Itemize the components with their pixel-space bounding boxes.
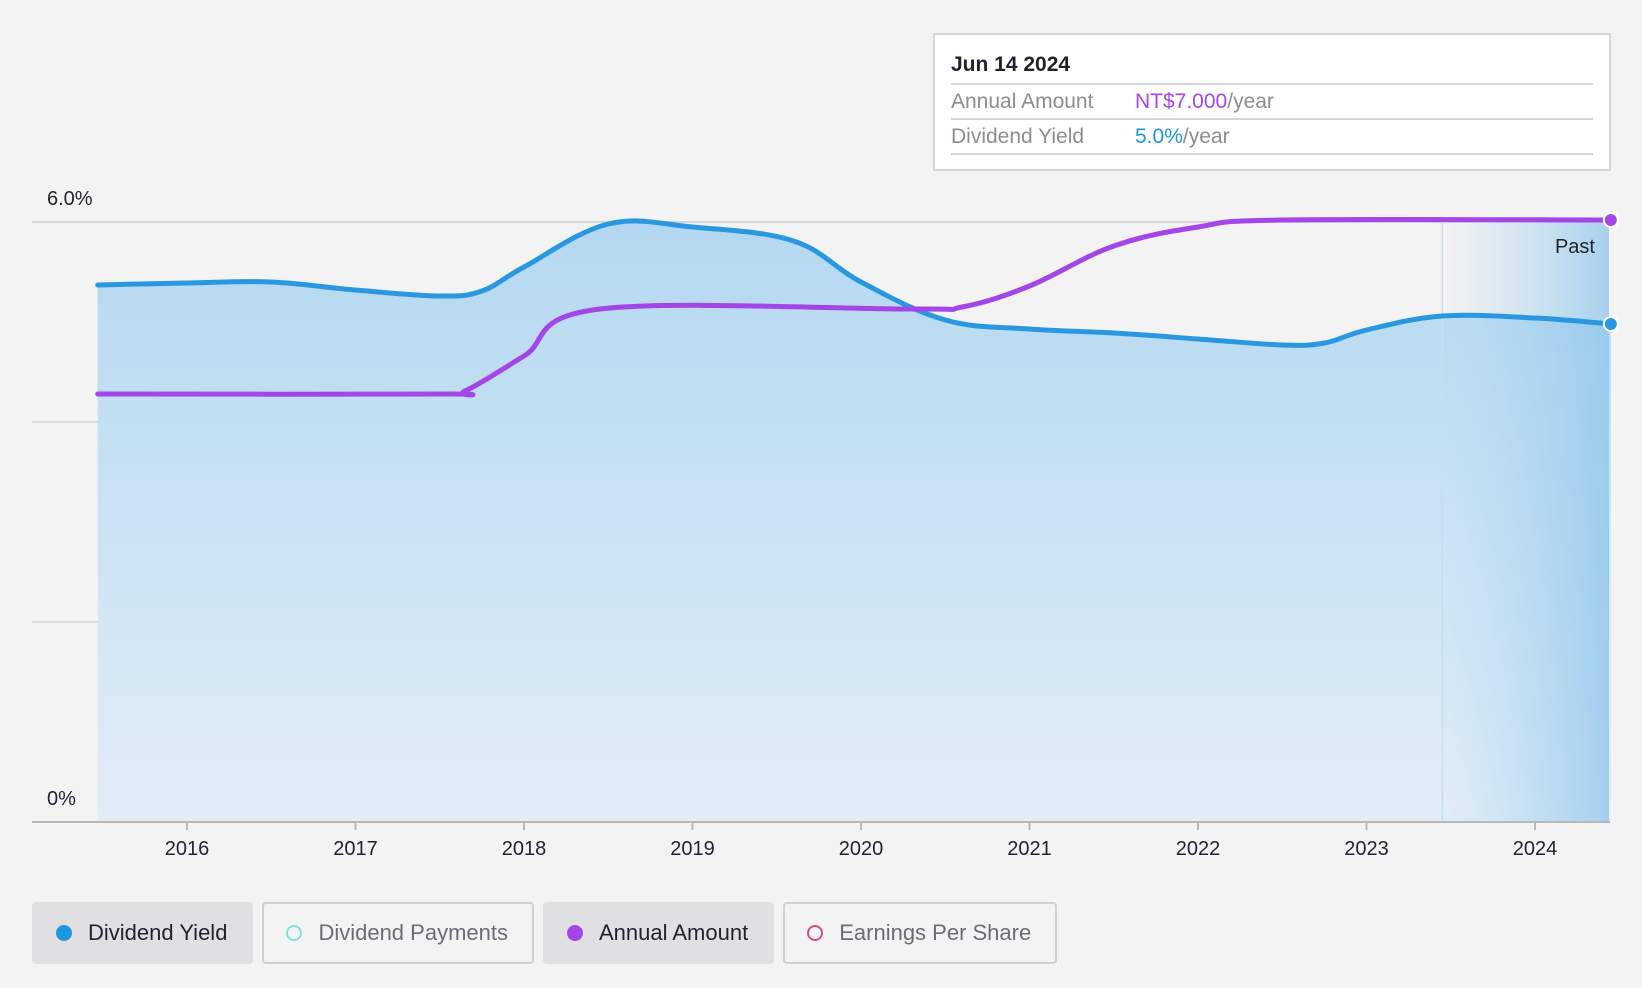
x-tick-label: 2019 (670, 838, 715, 860)
tooltip-unit: /year (1182, 124, 1230, 148)
past-label: Past (1555, 236, 1595, 258)
annual-amount-line (95, 216, 1614, 398)
legend-dot-icon (807, 925, 824, 941)
x-tick-label: 2021 (1007, 838, 1052, 860)
legend-dot-icon (566, 925, 583, 941)
legend-label: Dividend Yield (88, 920, 228, 945)
legend-earnings-per-share-button[interactable]: Earnings Per Share (783, 902, 1058, 964)
tooltip-label: Dividend Yield (951, 124, 1085, 148)
legend-label: Annual Amount (598, 920, 749, 945)
annual-amount-end-point (1602, 212, 1619, 228)
legend-dividend-yield-button[interactable]: Dividend Yield (32, 902, 254, 964)
dividend-yield-end-point (1602, 316, 1619, 332)
tooltip-date: Jun 14 2024 (951, 49, 1593, 85)
tooltip-row-dividend-yield: Dividend Yield 5.0% /year (951, 120, 1593, 155)
line-layer (95, 212, 1619, 398)
x-tick-label: 2017 (333, 838, 378, 860)
tooltip-unit: /year (1227, 89, 1274, 113)
axis-layer: 2016 2017 2018 2019 2020 2021 2022 2023 2024 (32, 821, 1610, 860)
tooltip-value: NT$7.000 (1135, 89, 1228, 113)
legend-dividend-payments-button[interactable]: Dividend Payments (262, 902, 534, 964)
tooltip-label: Annual Amount (951, 89, 1094, 113)
dividend-chart: 2016 2017 2018 2019 2020 2021 2022 2023 2024 6.0… (32, 188, 1619, 860)
x-tick-label: 2024 (1513, 838, 1558, 860)
legend-dot-icon (286, 925, 303, 941)
legend-label: Earnings Per Share (839, 920, 1032, 945)
legend-annual-amount-button[interactable]: Annual Amount (542, 902, 775, 964)
dividend-yield-area (97, 220, 1611, 823)
x-tick-label: 2023 (1344, 838, 1389, 860)
legend-dot-icon (56, 925, 72, 941)
legend: Dividend Yield Dividend Payments Annual … (32, 902, 1058, 964)
tooltip-row-annual-amount: Annual Amount NT$7.000 /year (951, 85, 1593, 120)
tooltip-value: 5.0% (1135, 124, 1183, 148)
y-tick-label-bottom: 0% (47, 788, 76, 810)
x-tick-label: 2016 (165, 838, 210, 860)
legend-label: Dividend Payments (318, 920, 508, 945)
x-tick-label: 2020 (839, 838, 884, 860)
x-tick-label: 2018 (502, 838, 547, 860)
dividend-yield-line (95, 218, 1614, 348)
tooltip: Jun 14 2024 Annual Amount NT$7.000 /year… (933, 33, 1611, 171)
x-tick-label: 2022 (1176, 838, 1221, 860)
y-tick-label-top: 6.0% (47, 188, 93, 210)
past-region (1442, 222, 1609, 822)
area-layer (97, 220, 1611, 823)
